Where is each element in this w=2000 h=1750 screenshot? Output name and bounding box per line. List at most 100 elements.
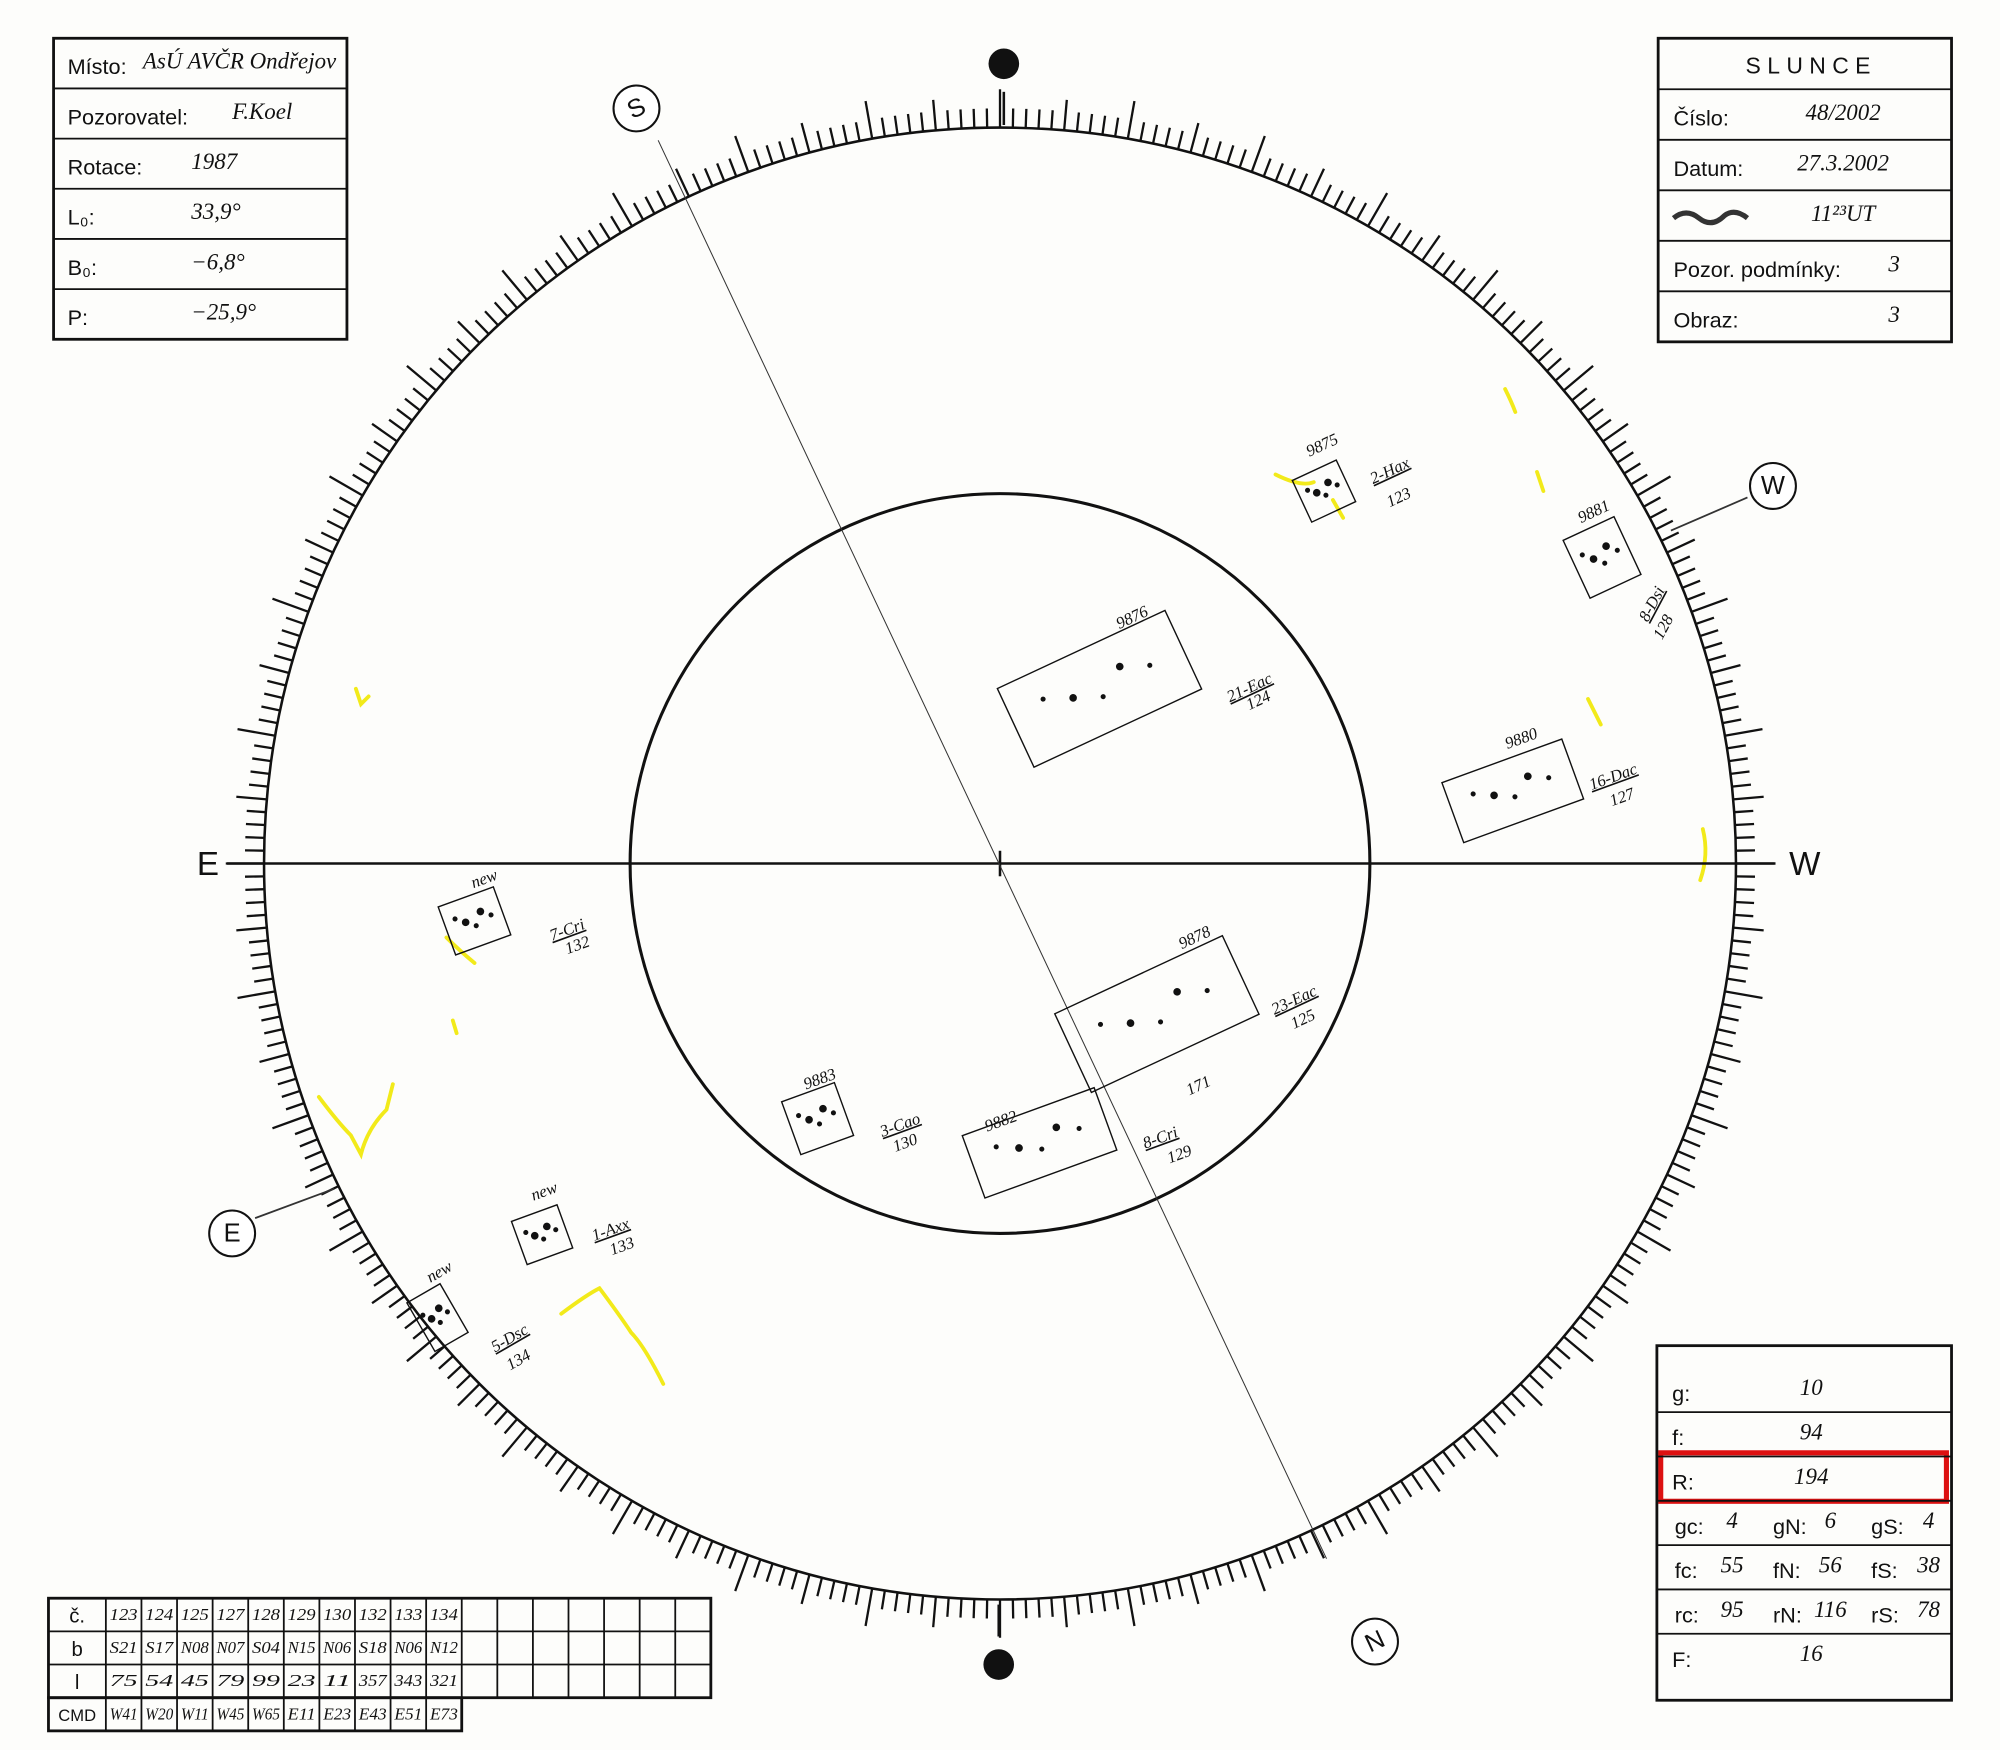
field-label: Pozor. podmínky: xyxy=(1673,257,1840,282)
degree-tick xyxy=(438,1355,454,1370)
degree-tick xyxy=(691,1535,702,1554)
table-cell: 357 xyxy=(358,1671,388,1690)
degree-tick xyxy=(523,275,538,293)
table-cell: 134 xyxy=(430,1605,458,1624)
degree-tick xyxy=(1571,1325,1588,1340)
group-noaa: new xyxy=(528,1178,560,1205)
degree-tick xyxy=(1722,1002,1742,1009)
spot xyxy=(1115,662,1124,671)
degree-tick xyxy=(261,705,281,712)
degree-tick xyxy=(373,1274,391,1287)
field-value: 4 xyxy=(1726,1508,1737,1533)
group-box xyxy=(437,886,512,956)
degree-tick xyxy=(587,1480,601,1498)
degree-tick xyxy=(1238,1559,1247,1578)
degree-tick xyxy=(1309,168,1326,197)
spot xyxy=(819,1104,827,1113)
degree-tick xyxy=(1703,641,1723,650)
field-label: R: xyxy=(1672,1469,1694,1494)
table-cell: N06 xyxy=(322,1638,352,1657)
table-cell: 132 xyxy=(359,1605,387,1624)
degree-tick xyxy=(610,215,622,234)
group-note: 171 xyxy=(1183,1071,1214,1099)
sunspot-group xyxy=(1291,459,1357,524)
degree-tick xyxy=(946,1597,950,1617)
degree-tick xyxy=(576,236,590,255)
degree-tick xyxy=(1681,579,1701,589)
degree-tick xyxy=(1462,1434,1477,1452)
spot xyxy=(1147,662,1153,668)
table-cell: 99 xyxy=(252,1671,281,1690)
degree-tick xyxy=(1616,451,1634,464)
degree-tick xyxy=(248,939,269,944)
spot xyxy=(1158,1019,1164,1025)
group-class: 2-Hax xyxy=(1367,453,1413,488)
degree-tick xyxy=(1724,990,1763,1000)
degree-tick xyxy=(1707,654,1727,662)
spot xyxy=(530,1231,539,1240)
degree-tick xyxy=(258,718,278,725)
degree-tick xyxy=(1707,1065,1727,1073)
degree-tick xyxy=(501,269,528,301)
degree-tick xyxy=(304,567,323,578)
field-value: 33,9° xyxy=(190,199,240,224)
degree-tick xyxy=(1286,167,1297,187)
degree-tick xyxy=(1262,1550,1272,1569)
degree-tick xyxy=(1442,259,1456,277)
degree-tick xyxy=(1587,1305,1604,1319)
degree-tick xyxy=(309,555,329,566)
degree-tick xyxy=(1563,1335,1594,1363)
degree-tick xyxy=(1333,190,1344,209)
degree-tick xyxy=(816,130,824,150)
degree-tick xyxy=(263,1027,284,1035)
degree-tick xyxy=(237,727,276,737)
table-cell: E11 xyxy=(287,1704,316,1723)
degree-tick xyxy=(1151,1583,1159,1603)
compass-circle xyxy=(1351,1617,1399,1666)
degree-tick xyxy=(1410,236,1424,255)
degree-tick xyxy=(248,783,269,788)
degree-tick xyxy=(1050,1597,1054,1617)
spot xyxy=(1490,791,1498,800)
degree-tick xyxy=(728,158,738,177)
degree-tick xyxy=(1399,1480,1413,1498)
degree-tick xyxy=(304,538,334,554)
degree-tick xyxy=(352,473,370,486)
degree-tick xyxy=(1075,112,1081,132)
degree-tick xyxy=(734,135,750,173)
degree-tick xyxy=(1660,1185,1680,1196)
sunspot-group xyxy=(437,886,512,956)
degree-tick xyxy=(1321,184,1333,203)
field-value: 78 xyxy=(1917,1597,1940,1622)
degree-tick xyxy=(429,1345,446,1360)
degree-tick xyxy=(1602,1284,1629,1305)
degree-tick xyxy=(1366,192,1389,227)
table-cell: 75 xyxy=(110,1671,138,1690)
group-noaa: new xyxy=(423,1257,456,1287)
degree-tick xyxy=(366,1263,384,1276)
table-cell: E73 xyxy=(429,1704,458,1723)
degree-tick xyxy=(1623,462,1641,475)
degree-tick xyxy=(1719,705,1739,712)
degree-tick xyxy=(267,679,287,687)
degree-tick xyxy=(1037,109,1041,129)
table-cell: 133 xyxy=(394,1605,422,1624)
degree-tick xyxy=(598,222,611,240)
degree-tick xyxy=(359,462,377,475)
degree-tick xyxy=(1587,408,1604,422)
degree-tick xyxy=(1481,1418,1497,1435)
degree-tick xyxy=(277,641,297,650)
degree-tick xyxy=(829,1580,836,1600)
field-value: 27.3.2002 xyxy=(1797,150,1889,175)
degree-tick xyxy=(299,1138,319,1148)
degree-tick xyxy=(1609,440,1627,453)
degree-tick xyxy=(946,110,950,130)
degree-tick xyxy=(273,1065,293,1073)
degree-tick xyxy=(1462,275,1477,293)
degree-tick xyxy=(1726,744,1746,750)
spot xyxy=(1069,694,1077,702)
degree-tick xyxy=(1126,100,1136,139)
degree-tick xyxy=(1623,1252,1641,1265)
field-label: gS: xyxy=(1871,1514,1904,1539)
degree-tick xyxy=(294,1126,314,1136)
